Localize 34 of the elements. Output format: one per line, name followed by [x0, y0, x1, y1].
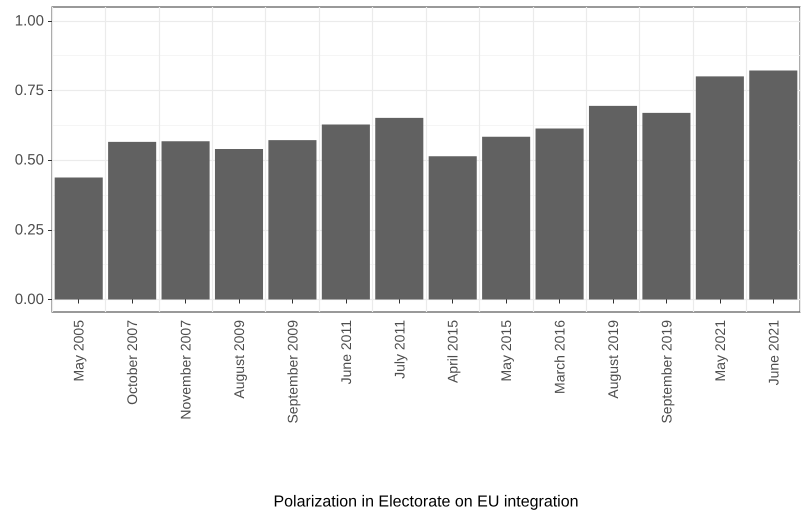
x-tick-label: July 2011 — [391, 320, 408, 379]
x-tick-label: November 2007 — [178, 320, 194, 420]
bar — [375, 118, 424, 300]
x-tick-label: October 2007 — [124, 320, 140, 405]
bar — [322, 124, 370, 300]
bar — [108, 142, 156, 300]
y-tick-label: 0.75 — [14, 82, 44, 100]
bar — [749, 70, 798, 300]
bar — [482, 136, 530, 300]
bar — [696, 76, 744, 300]
x-axis-title: Polarization in Electorate on EU integration — [273, 494, 579, 510]
y-tick-label: 0.25 — [14, 221, 44, 238]
x-tick-label: August 2019 — [605, 320, 621, 399]
bar — [536, 128, 584, 300]
x-tick-label: September 2009 — [284, 320, 300, 424]
bar — [54, 177, 103, 300]
x-tick-label: June 2021 — [765, 320, 782, 386]
y-tick-label: 0.50 — [14, 152, 44, 169]
x-tick-label: May 2015 — [498, 320, 514, 382]
bar — [268, 140, 316, 300]
bar — [588, 106, 638, 300]
y-tick-label: 1.00 — [14, 12, 44, 30]
x-tick-label: March 2016 — [552, 320, 568, 394]
x-tick-label: September 2019 — [658, 320, 674, 424]
y-tick-label: 0.00 — [14, 290, 44, 308]
x-tick-label: August 2009 — [231, 320, 247, 399]
bar — [214, 149, 264, 300]
x-tick-label: May 2021 — [712, 320, 728, 382]
x-tick-label: May 2005 — [70, 320, 87, 382]
x-tick-label: April 2015 — [444, 320, 461, 384]
bar — [428, 156, 477, 300]
bar — [642, 112, 690, 300]
x-tick-label: June 2011 — [338, 320, 354, 384]
bar — [162, 141, 210, 300]
